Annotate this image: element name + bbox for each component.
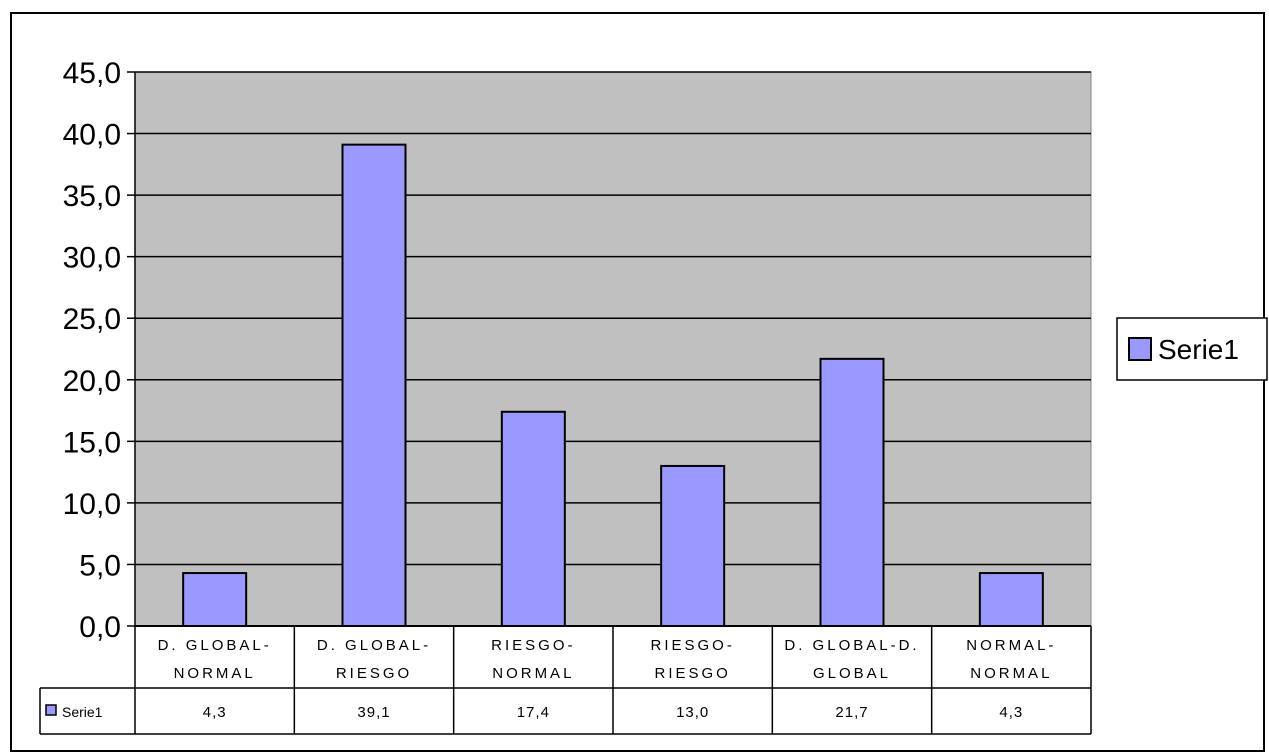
plot-area [134, 71, 1092, 627]
data-label: 21,7 [835, 704, 868, 721]
x-category-label: NORMAL [970, 665, 1052, 682]
bar [660, 464, 726, 628]
table-legend-label: Serie1 [62, 704, 103, 720]
bar [182, 572, 248, 627]
data-label: 4,3 [999, 704, 1023, 721]
table-legend-key [45, 704, 57, 716]
bar [500, 410, 566, 627]
data-label: 13,0 [676, 704, 709, 721]
y-tick-label: 15,0 [63, 426, 121, 459]
legend-label: Serie1 [1158, 334, 1239, 365]
x-category-label: D. GLOBAL- [317, 637, 431, 654]
x-category-label: GLOBAL [813, 665, 891, 682]
y-tick-label: 30,0 [63, 242, 121, 275]
y-tick-label: 40,0 [63, 119, 121, 152]
data-label: 39,1 [357, 704, 390, 721]
y-tick-label: 10,0 [63, 488, 121, 521]
x-category-label: NORMAL [174, 665, 256, 682]
bar [819, 357, 885, 627]
y-tick-label: 20,0 [63, 365, 121, 398]
y-tick-label: 25,0 [63, 303, 121, 336]
data-label: 17,4 [517, 704, 550, 721]
bar [341, 143, 407, 627]
x-category-label: RIESGO- [491, 637, 575, 654]
legend-key [1128, 337, 1152, 361]
x-category-label: RIESGO [336, 665, 412, 682]
legend-box [1116, 317, 1268, 381]
x-category-label: NORMAL- [966, 637, 1056, 654]
bar [978, 572, 1044, 627]
y-tick-label: 45,0 [63, 57, 121, 90]
x-category-label: D. GLOBAL- [158, 637, 272, 654]
y-tick-label: 0,0 [79, 611, 121, 644]
x-category-label: D. GLOBAL-D. [784, 637, 919, 654]
data-label: 4,3 [203, 704, 227, 721]
x-category-label: RIESGO [654, 665, 730, 682]
y-tick-label: 5,0 [79, 549, 121, 582]
x-category-label: NORMAL [492, 665, 574, 682]
x-category-label: RIESGO- [650, 637, 734, 654]
y-tick-label: 35,0 [63, 180, 121, 213]
